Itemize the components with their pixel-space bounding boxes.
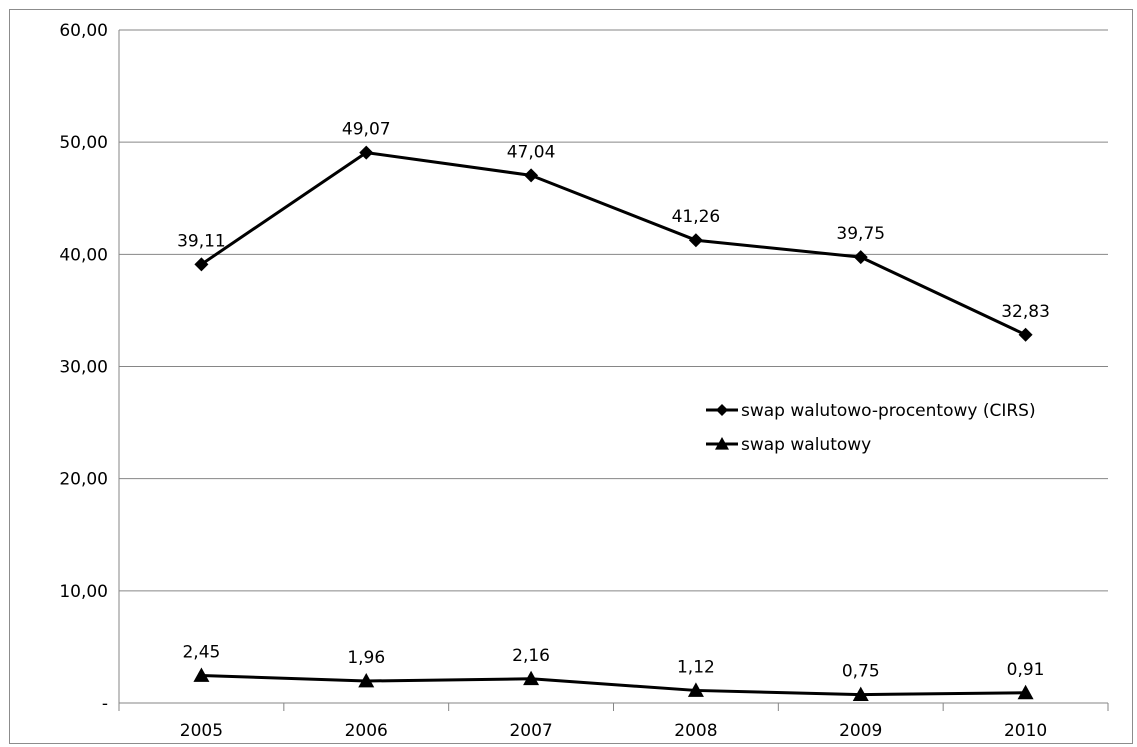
- x-tick-label: 2006: [345, 721, 388, 741]
- data-label: 32,83: [1001, 302, 1050, 322]
- data-label: 1,96: [347, 648, 385, 668]
- x-tick-label: 2010: [1004, 721, 1047, 741]
- data-label: 0,75: [842, 662, 880, 682]
- data-label: 47,04: [507, 142, 556, 162]
- y-tick-label: 60,00: [59, 21, 108, 41]
- x-axis-tick-labels: 2005 2006 2007 2008 2009 2010: [180, 721, 1047, 741]
- data-point-triangle: [1017, 684, 1034, 700]
- data-point-diamond: [853, 250, 868, 265]
- gridlines: [119, 29, 1108, 592]
- y-tick-label: -: [102, 694, 108, 714]
- data-point-diamond: [194, 257, 209, 272]
- legend-swatch-triangle: [715, 437, 729, 450]
- data-label: 41,26: [672, 207, 721, 227]
- data-point-diamond: [1018, 327, 1033, 342]
- series-2: 2,45 1,96 2,16 1,12 0,75 0,91: [182, 643, 1045, 701]
- y-tick-label: 30,00: [59, 358, 108, 378]
- x-tick-label: 2008: [674, 721, 717, 741]
- series-line: [200, 151, 1027, 337]
- data-point-triangle: [687, 682, 704, 697]
- x-tick-label: 2007: [509, 721, 552, 741]
- x-tick-label: 2005: [180, 721, 223, 741]
- axes: [118, 30, 1109, 711]
- legend-label: swap walutowy: [741, 435, 871, 455]
- data-point-triangle: [193, 667, 210, 682]
- y-tick-label: 20,00: [59, 470, 108, 490]
- y-tick-label: 10,00: [59, 582, 108, 602]
- data-point-triangle: [523, 670, 540, 686]
- data-label: 2,45: [182, 643, 220, 663]
- series-line: [201, 674, 1026, 697]
- series-1: 39,11 49,07 47,04 41,26 39,75 32,83: [177, 120, 1050, 342]
- legend-label: swap walutowo-procentowy (CIRS): [741, 401, 1036, 421]
- legend: swap walutowo-procentowy (CIRS) swap walu…: [706, 401, 1036, 455]
- data-point-triangle: [852, 686, 869, 701]
- data-point-diamond: [524, 168, 539, 183]
- legend-swatch-diamond: [716, 404, 728, 416]
- data-label: 49,07: [342, 120, 391, 140]
- data-point-diamond: [359, 145, 374, 160]
- legend-item: swap walutowy: [706, 435, 871, 455]
- data-point-diamond: [688, 233, 703, 248]
- data-label: 1,12: [677, 657, 715, 677]
- data-label: 39,75: [836, 224, 885, 244]
- chart-frame: [9, 9, 1133, 744]
- data-label: 39,11: [177, 231, 226, 251]
- data-point-triangle: [358, 673, 375, 688]
- data-label: 0,91: [1007, 660, 1045, 680]
- y-tick-label: 40,00: [59, 245, 108, 265]
- x-tick-label: 2009: [839, 721, 882, 741]
- data-label: 2,16: [512, 646, 550, 666]
- legend-item: swap walutowo-procentowy (CIRS): [706, 401, 1036, 421]
- y-axis-tick-labels: - 10,00 20,00 30,00 40,00 50,00 60,00: [59, 21, 108, 714]
- y-tick-label: 50,00: [59, 133, 108, 153]
